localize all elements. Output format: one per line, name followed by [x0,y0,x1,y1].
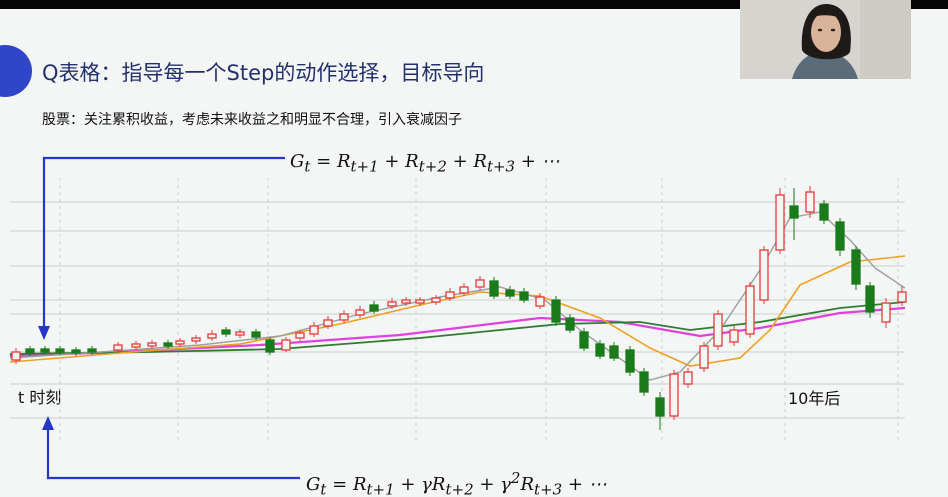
candle-down-body [25,348,35,354]
arrow-top-head [38,326,50,340]
slide: Q表格：指导每一个Step的动作选择，目标导向 股票：关注累积收益，考虑未来收益… [0,9,948,497]
candle-down-body [265,339,275,353]
candle-down-body [551,299,561,323]
candle-up-body [897,291,907,303]
candle-up-body [323,319,333,327]
arrow-top-path [42,156,285,332]
candle-up-body [699,345,709,369]
candle-down-body [221,329,231,335]
candle-up-body [387,301,397,307]
label-t-moment: t 时刻 [18,388,62,407]
candle-up-body [535,296,545,307]
chart-grid [10,178,905,440]
candle-up-body [113,344,123,351]
formula-discounted-return: Gt = Rt+1 + γRt+2 + γ2Rt+3 + ⋯ [306,469,607,497]
candle-up-body [309,325,319,335]
candle-up-body [401,299,411,304]
candle-down-body [595,343,605,357]
candle-up-body [131,343,141,348]
candle-up-body [805,191,815,213]
candle-up-body [355,309,365,316]
candle-down-body [71,349,81,354]
candle-up-body [175,340,185,345]
formula-undiscounted-return: Gt = Rt+1 + Rt+2 + Rt+3 + ⋯ [290,151,560,176]
candle-down-body [565,317,575,331]
candle-up-body [147,342,157,347]
candle-down-body [865,285,875,313]
candle-down-body [40,348,50,353]
candle-down-body [639,371,649,393]
candle-down-body [489,280,499,297]
candle-down-body [609,345,619,359]
candle-up-body [713,313,723,347]
candle-up-body [191,337,201,342]
presenter-webcam [740,0,911,79]
candle-up-body [339,313,349,321]
ma-line-gray [9,211,906,381]
time-arrows [38,156,300,480]
arrow-bottom-head [42,416,54,430]
candle-down-body [789,205,799,219]
candle-down-body [369,304,379,312]
candle-up-body [445,291,455,299]
arrow-bottom-path [46,424,300,480]
candle-down-body [505,289,515,297]
candle-down-body [87,348,97,353]
moving-average-lines [9,211,906,381]
candle-up-body [759,249,769,301]
candle-down-body [819,203,829,221]
candle-down-body [835,221,845,251]
slide-subtitle: 股票：关注累积收益，考虑未来收益之和明显不合理，引入衰减因子 [42,112,462,128]
candle-down-body [55,348,65,353]
candle-up-body [11,351,21,361]
candle-up-body [281,339,291,351]
candle-up-body [431,297,441,303]
candle-down-body [519,291,529,301]
candle-down-body [655,397,665,417]
label-ten-years-later: 10年后 [788,389,841,408]
candle-up-body [683,371,693,385]
candle-down-body [851,249,861,285]
candle-down-body [625,349,635,373]
candle-up-body [475,279,485,288]
slide-title: Q表格：指导每一个Step的动作选择，目标导向 [42,61,485,85]
candle-up-body [415,299,425,304]
candle-up-body [881,302,891,323]
candle-down-body [163,342,173,347]
top-black-bar [0,0,948,9]
candle-up-body [669,373,679,417]
candle-up-body [235,331,245,336]
candle-up-body [459,286,469,294]
candle-up-body [775,194,785,251]
candle-up-body [745,285,755,335]
candlestick-series [11,186,907,430]
candle-up-body [295,332,305,339]
candle-up-body [729,329,739,343]
candle-up-body [207,333,217,339]
candle-down-body [251,331,261,338]
candle-down-body [579,331,589,349]
ma-line-darkgreen [9,301,906,355]
